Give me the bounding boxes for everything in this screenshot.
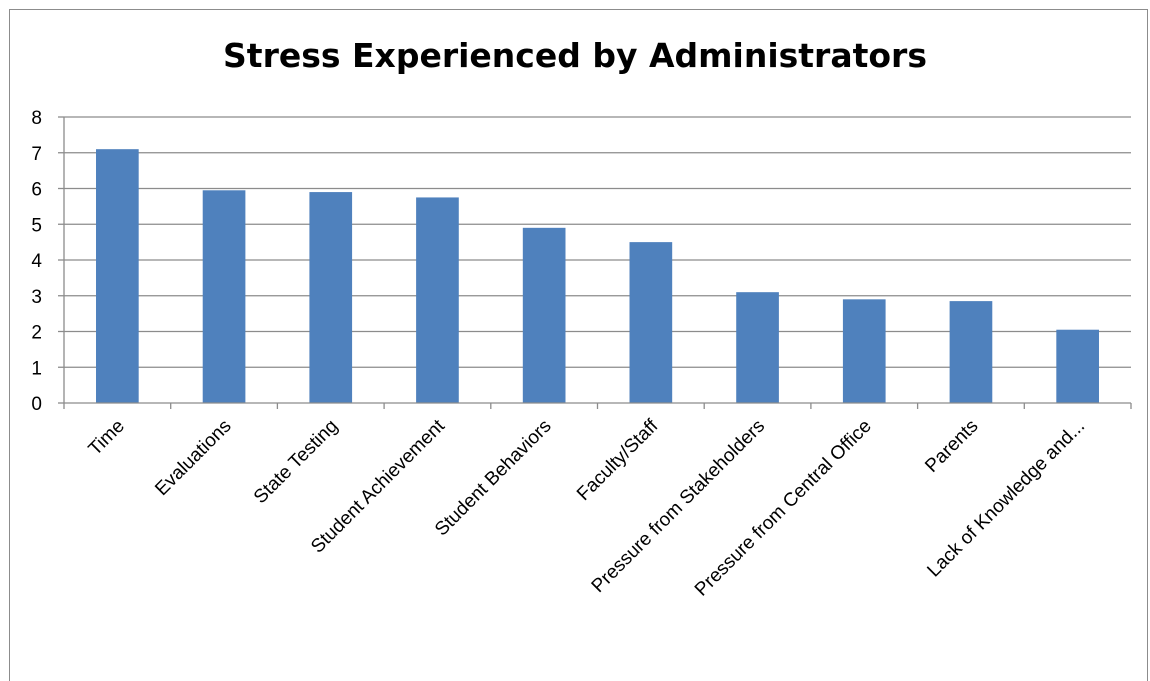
y-tick-label: 3 bbox=[31, 287, 42, 308]
chart-title: Stress Experienced by Administrators bbox=[223, 36, 927, 75]
x-tick-label: Pressure from Central Office bbox=[691, 416, 876, 601]
bar bbox=[202, 190, 246, 403]
y-tick-label: 1 bbox=[31, 358, 42, 379]
bar bbox=[629, 242, 673, 403]
x-tick-label: Faculty/Staff bbox=[573, 415, 663, 505]
y-tick-label: 6 bbox=[31, 180, 42, 201]
x-tick-label: Evaluations bbox=[151, 416, 235, 500]
y-tick-label: 2 bbox=[31, 323, 42, 344]
bar bbox=[416, 197, 459, 403]
y-tick-label: 5 bbox=[31, 215, 42, 236]
x-tick-label: Pressure from Stakeholders bbox=[588, 416, 769, 597]
bar bbox=[842, 299, 886, 403]
x-tick-label: Student Behaviors bbox=[431, 416, 556, 541]
bar bbox=[736, 292, 779, 403]
x-tick-label: Parents bbox=[921, 416, 982, 477]
bars bbox=[96, 149, 1099, 403]
chart-frame bbox=[9, 9, 1148, 681]
bar bbox=[949, 301, 993, 403]
y-tick-label: 0 bbox=[31, 394, 42, 415]
x-tick-label: Time bbox=[85, 416, 129, 460]
bar bbox=[96, 149, 139, 403]
bar bbox=[522, 227, 566, 403]
y-tick-label: 8 bbox=[31, 108, 42, 129]
y-tick-label: 4 bbox=[31, 251, 42, 272]
bar bbox=[309, 192, 353, 403]
x-tick-label: State Testing bbox=[250, 416, 342, 508]
y-tick-label: 7 bbox=[31, 144, 42, 165]
bar bbox=[1056, 329, 1099, 403]
y-tick-labels: 0 1 2 3 4 5 6 7 8 bbox=[31, 108, 64, 415]
